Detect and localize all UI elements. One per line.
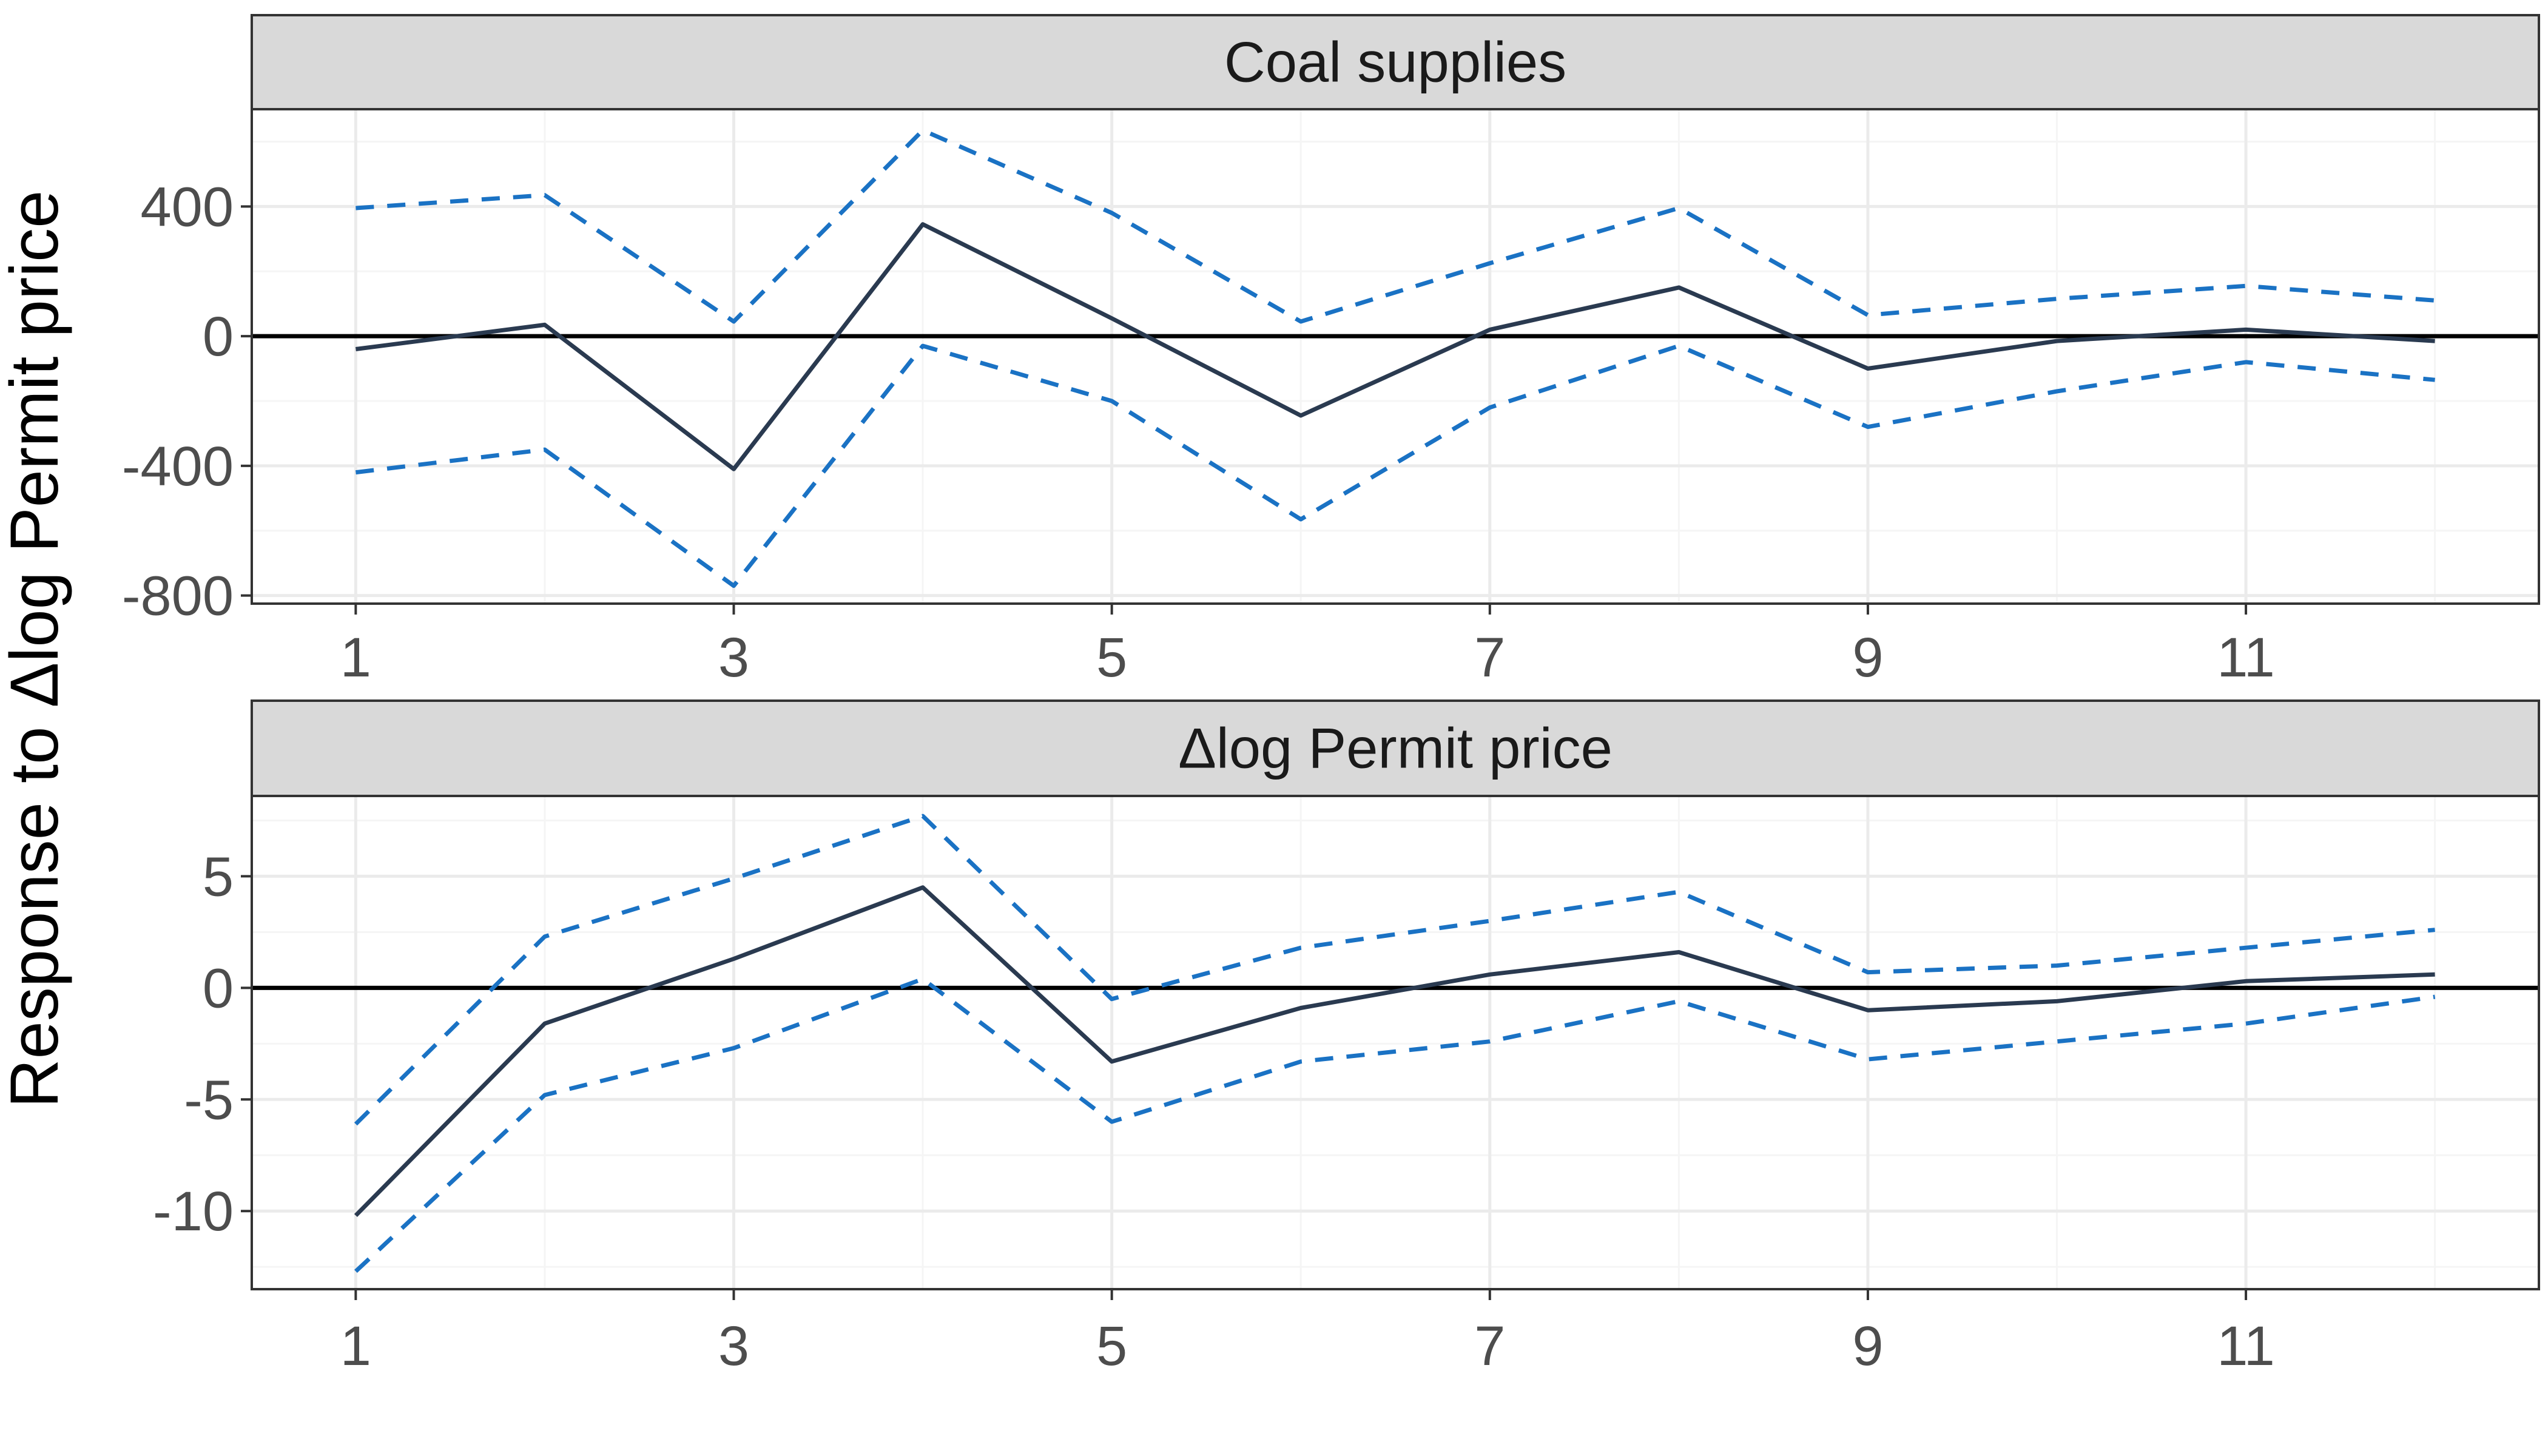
series-upper-bound <box>356 128 2435 324</box>
x-tick-label: 3 <box>718 1315 749 1377</box>
panel-background <box>252 109 2539 604</box>
x-tick-label: 7 <box>1474 1315 1505 1377</box>
x-tick-label: 11 <box>2217 627 2275 689</box>
x-tick-label: 9 <box>1852 627 1883 689</box>
y-tick-label: -800 <box>122 565 234 627</box>
facet-strip <box>251 699 2540 797</box>
x-tick-label: 1 <box>340 627 371 689</box>
series-upper-bound <box>354 814 2435 1126</box>
panel-background <box>252 796 2539 1289</box>
series-lower-bound <box>354 977 2436 1273</box>
y-tick-label: -5 <box>184 1069 234 1131</box>
panel-coal-supplies: Coal supplies 400 0 -400 -800 1 3 5 7 9 11 <box>122 14 2540 689</box>
y-tick-label: 400 <box>141 176 234 238</box>
x-tick-label: 9 <box>1852 1315 1883 1377</box>
y-tick-label: -10 <box>153 1181 234 1242</box>
facet-title: Δlog Permit price <box>1178 716 1613 780</box>
x-tick-label: 1 <box>340 1315 371 1377</box>
series-lower-bound <box>355 343 2435 588</box>
y-tick-label: 5 <box>203 846 234 908</box>
facet-title: Coal supplies <box>1224 30 1566 94</box>
x-tick-label: 5 <box>1096 1315 1127 1377</box>
series-estimate <box>355 222 2435 471</box>
y-tick-label: 0 <box>203 306 234 368</box>
facet-strip <box>251 14 2540 110</box>
y-tick-label: -400 <box>122 436 234 497</box>
x-tick-label: 3 <box>718 627 749 689</box>
series-estimate <box>354 885 2435 1218</box>
y-axis-title: Response to Δlog Permit price <box>0 190 72 1108</box>
x-tick-label: 11 <box>2217 1315 2275 1377</box>
x-tick-label: 5 <box>1096 627 1127 689</box>
panel-dlog-permit-price: Δlog Permit price 5 0 -5 -10 1 3 5 7 9 11 <box>153 699 2540 1377</box>
y-tick-label: 0 <box>203 957 234 1019</box>
x-tick-label: 7 <box>1474 627 1505 689</box>
